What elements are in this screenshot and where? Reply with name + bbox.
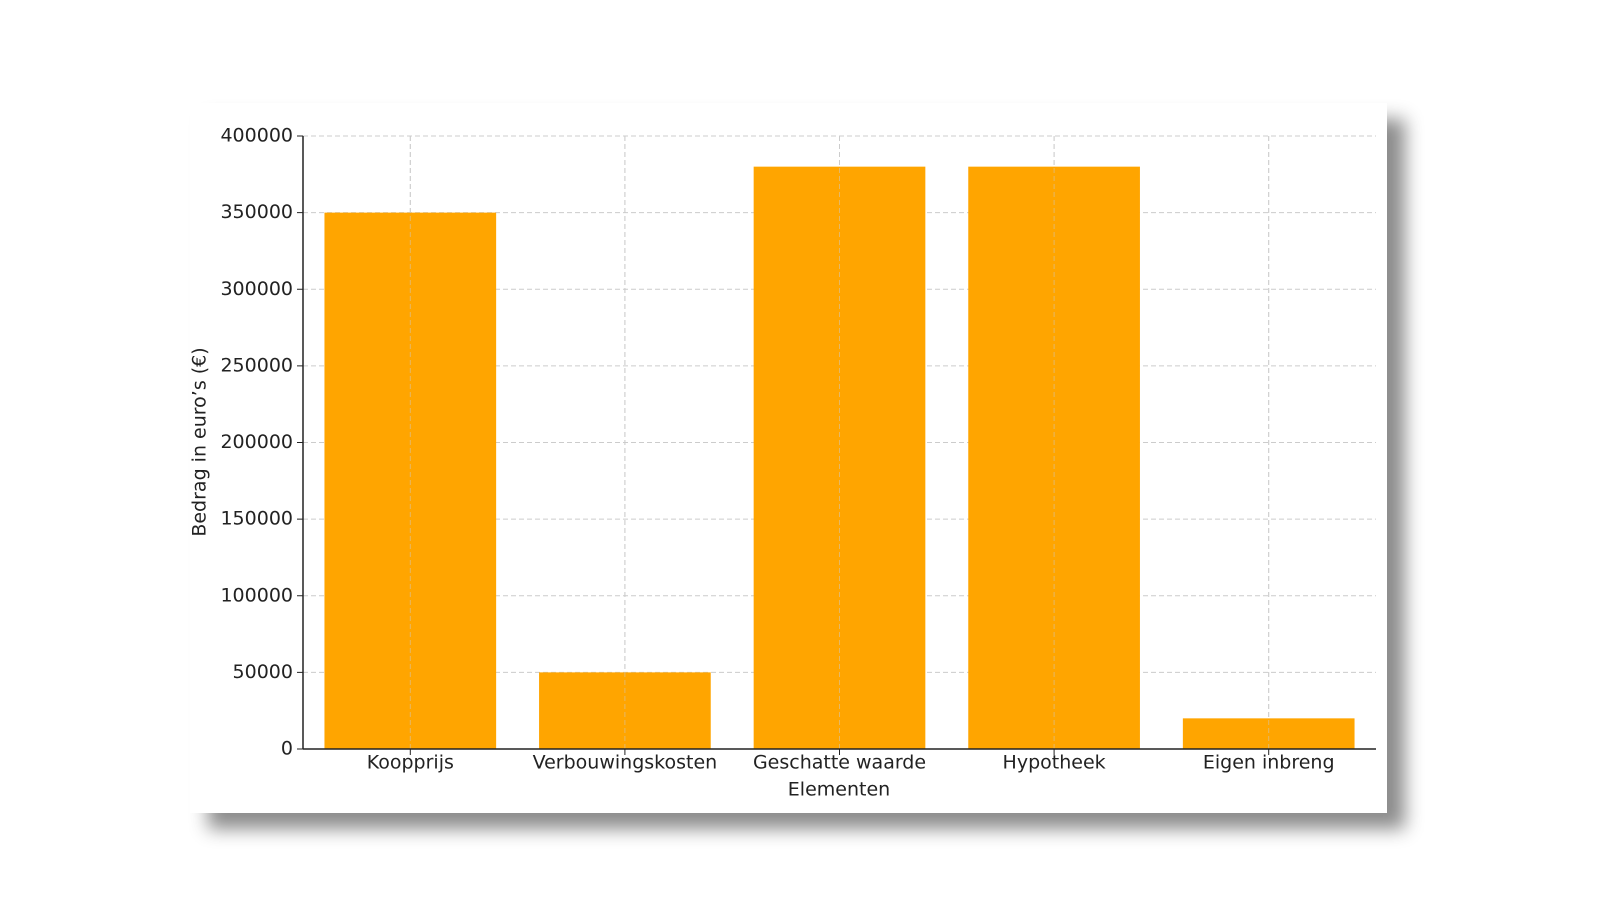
x-tick-label: Hypotheek (1003, 752, 1106, 774)
x-tick-label: Eigen inbreng (1203, 752, 1335, 774)
x-axis-label: Elementen (788, 779, 890, 801)
x-tick-label: Koopprijs (367, 752, 454, 774)
x-tick-label: Geschatte waarde (753, 752, 926, 774)
y-tick-label: 300000 (220, 278, 293, 300)
y-tick-label: 100000 (220, 584, 293, 606)
y-tick-label: 400000 (220, 125, 293, 147)
y-tick-label: 50000 (233, 661, 293, 683)
y-tick-label: 0 (281, 738, 293, 760)
y-axis-label: Bedrag in euro’s (€) (189, 347, 211, 536)
plot: 0 50000 100000 150000 200000 250000 300000 3500… (220, 125, 1376, 774)
y-tick-label: 250000 (220, 354, 293, 376)
y-tick-label: 200000 (220, 431, 293, 453)
y-tick-label: 350000 (220, 201, 293, 223)
y-tick-label: 150000 (220, 508, 293, 530)
x-tick-label: Verbouwingskosten (533, 752, 718, 774)
